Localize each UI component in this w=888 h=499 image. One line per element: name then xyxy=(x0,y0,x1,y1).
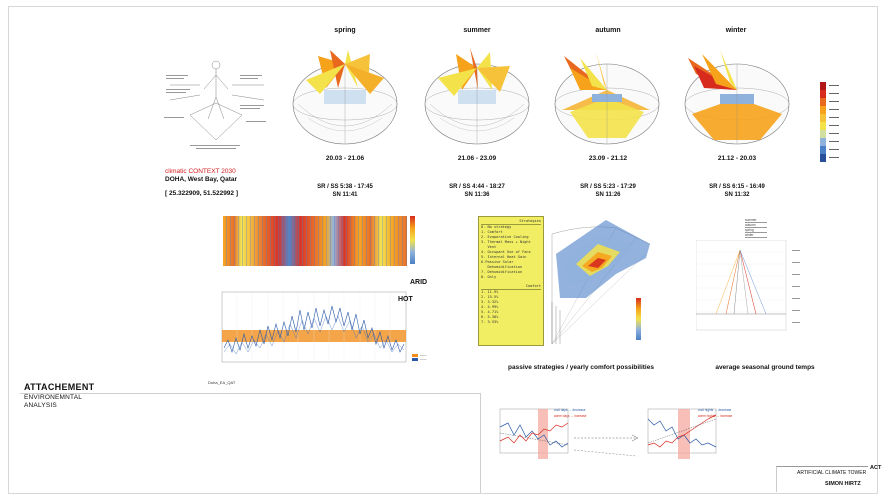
attachment-sub1: ENVIRONEMNTAL xyxy=(24,394,82,402)
attachment-title: ATTACHEMENT xyxy=(24,382,94,392)
season-title-spring: spring xyxy=(305,27,385,34)
author-name: SIMON HIRTZ xyxy=(825,481,861,487)
season-srss-winter: SR / SS 6:15 - 16:49 xyxy=(692,183,782,191)
psychro-legend xyxy=(636,298,641,340)
sunpath-dome-autumn xyxy=(550,38,664,148)
location-label: DOHA, West Bay, Qatar xyxy=(165,176,237,183)
body-diagram xyxy=(160,45,272,155)
season-title-autumn: autumn xyxy=(568,27,648,34)
attachment-sub2: ANALYSIS xyxy=(24,402,57,410)
season-sn-spring: SN 11:41 xyxy=(300,191,390,199)
sunpath-dome-spring xyxy=(288,38,402,148)
sunpath-dome-summer xyxy=(420,38,534,148)
season-sn-summer: SN 11:36 xyxy=(432,191,522,199)
ground-legend-winter: winter xyxy=(745,233,767,238)
trend-left-label-b: warm days → increase xyxy=(554,414,586,418)
season-title-summer: summer xyxy=(437,27,517,34)
chart-legend: —— —— xyxy=(412,353,446,361)
climatic-context-label: climatic CONTEXT 2030 xyxy=(165,168,236,175)
vertical-divider xyxy=(480,393,481,493)
season-srss-autumn: SR / SS 5:23 - 17:29 xyxy=(563,183,653,191)
trend-right-label-b: warm nights → increase xyxy=(698,414,732,418)
heatmap-overlay xyxy=(223,216,407,266)
comfort-line: 7. 3.53% xyxy=(481,320,541,325)
head-shape xyxy=(212,61,220,69)
legend-chip-drybulb xyxy=(412,358,418,361)
season-sn-autumn: SN 11:26 xyxy=(563,191,653,199)
season-sn-winter: SN 11:32 xyxy=(692,191,782,199)
ground-legend: summer autumn spring winter xyxy=(745,218,767,238)
season-srss-spring: SR / SS 5:38 - 17:45 xyxy=(300,183,390,191)
act-label: ACT xyxy=(870,465,881,471)
section-divider xyxy=(20,393,480,394)
ground-temps-caption: average seasonal ground temps xyxy=(700,364,830,371)
chart-file-label: Doha_EA_QAT xyxy=(208,380,235,385)
season-srss-summer: SR / SS 4:44 - 18:27 xyxy=(432,183,522,191)
season-dates-summer: 21.06 - 23.09 xyxy=(432,155,522,162)
season-dates-spring: 20.03 - 21.06 xyxy=(300,155,390,162)
ground-temp-chart xyxy=(696,240,816,340)
project-title: ARTIFICIAL CLIMATE TOWER xyxy=(797,470,866,476)
trend-arrow xyxy=(572,420,642,460)
passive-strategies-caption: passive strategies / yearly comfort poss… xyxy=(492,364,670,371)
trend-left-label-a: cool days → decrease xyxy=(554,408,586,412)
season-dates-autumn: 23.09 - 21.12 xyxy=(563,155,653,162)
strategies-panel: Strategies 0. No strategy 1. Comfort 2. … xyxy=(478,216,544,346)
sunpath-dome-winter xyxy=(680,38,794,148)
heatmap-legend xyxy=(410,216,415,264)
radiation-legend xyxy=(820,82,846,162)
coordinates-label: [ 25.322909, 51.522992 ] xyxy=(165,190,238,197)
trend-right-label-a: cool nights → decrease xyxy=(698,408,731,412)
temperature-chart xyxy=(214,290,410,368)
credits-box: ARTIFICIAL CLIMATE TOWER SIMON HIRTZ xyxy=(776,466,868,492)
season-title-winter: winter xyxy=(696,27,776,34)
hot-label: HOT xyxy=(398,296,413,303)
season-dates-winter: 21.12 - 20.03 xyxy=(692,155,782,162)
arid-label: ARID xyxy=(410,279,427,286)
strategy-line: 8. Only xyxy=(481,275,541,280)
